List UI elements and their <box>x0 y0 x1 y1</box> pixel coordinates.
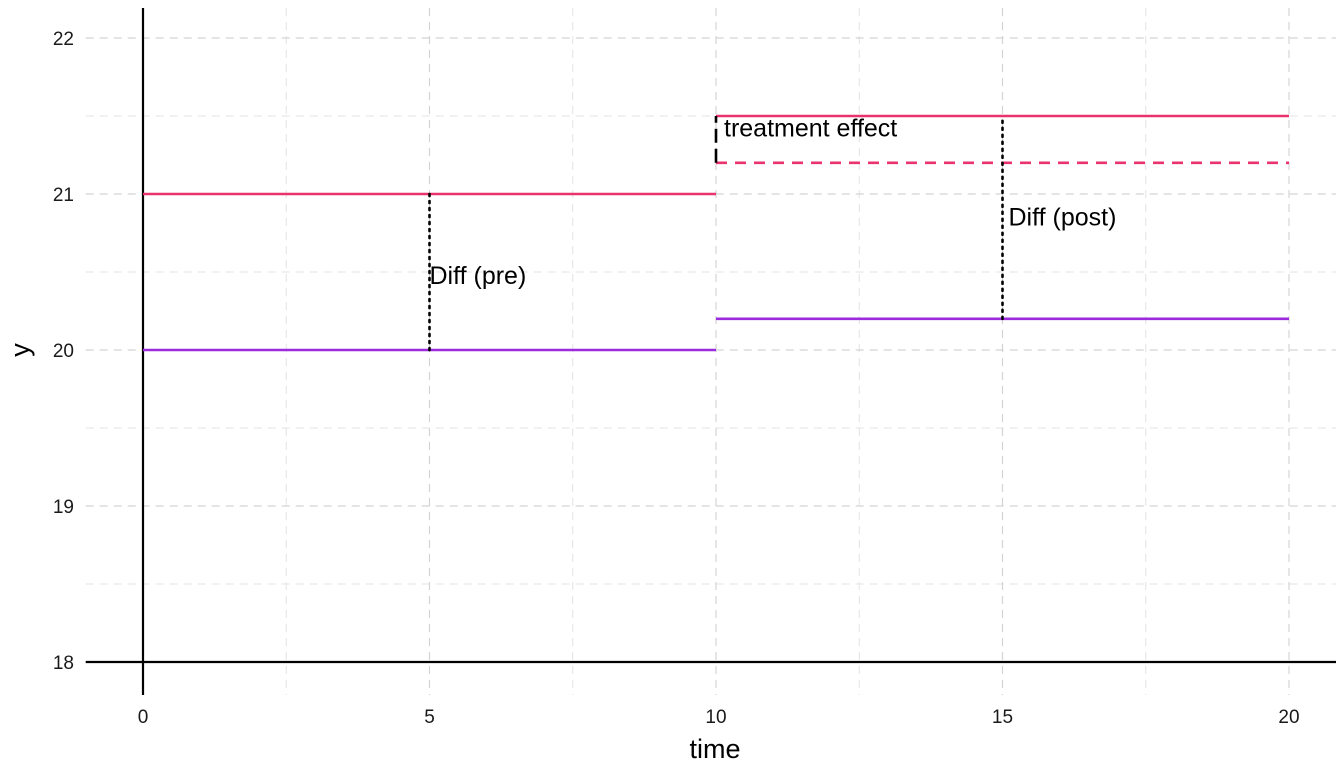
x-axis-title: time <box>689 734 740 764</box>
x-tick-label: 20 <box>1278 707 1299 728</box>
y-axis-title: y <box>5 343 35 357</box>
y-tick-label: 20 <box>53 341 74 362</box>
annotation-label: Diff (post) <box>1009 203 1117 231</box>
tick-labels: 0 5 10 15 20 18 19 20 21 22 <box>53 29 1300 728</box>
axes <box>85 8 1336 695</box>
y-tick-label: 19 <box>53 497 74 518</box>
y-tick-label: 22 <box>53 29 74 50</box>
x-tick-label: 0 <box>138 707 149 728</box>
annotation-label: treatment effect <box>724 114 897 142</box>
x-tick-label: 15 <box>992 707 1013 728</box>
y-tick-label: 21 <box>53 185 74 206</box>
x-tick-label: 5 <box>424 707 435 728</box>
y-tick-label: 18 <box>53 653 74 674</box>
annotation-label: Diff (pre) <box>430 262 527 290</box>
x-tick-label: 10 <box>705 707 726 728</box>
grid <box>85 8 1336 695</box>
annotations: Diff (pre) Diff (post) treatment effect <box>428 114 1117 352</box>
